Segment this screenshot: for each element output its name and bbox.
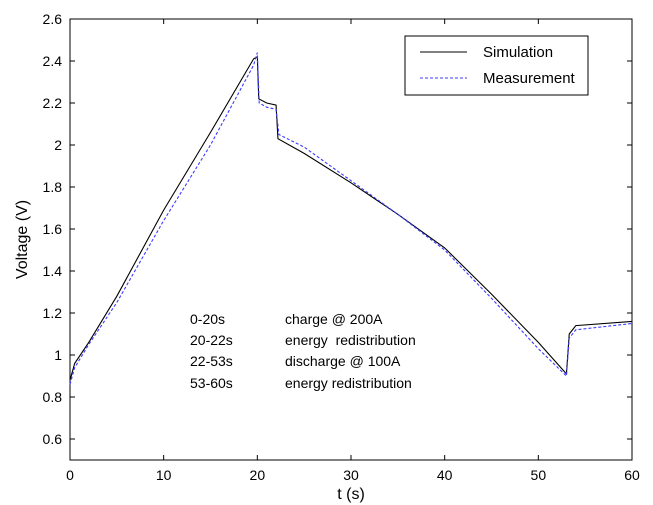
- annotation-range-4: 53-60s: [190, 375, 233, 391]
- legend: Simulation Measurement: [404, 35, 589, 96]
- annotation-range-1: 0-20s: [190, 311, 225, 327]
- y-tick-label: 2.4: [43, 53, 63, 69]
- x-axis-ticks: 0 10 20 30 40 50 60: [66, 19, 640, 483]
- legend-box: [404, 35, 589, 96]
- series-line-measurement: [69, 52, 633, 385]
- x-tick-label: 50: [531, 467, 547, 483]
- y-axis-label: Voltage (V): [14, 200, 31, 279]
- series-line-simulation: [69, 55, 633, 381]
- x-tick-label: 60: [624, 467, 640, 483]
- annotation-text-3: discharge @ 100A: [285, 353, 401, 369]
- annotation-text-2: energy redistribution: [285, 332, 416, 348]
- x-tick-label: 30: [343, 467, 359, 483]
- y-tick-label: 1.8: [43, 179, 63, 195]
- y-tick-label: 2.6: [43, 11, 63, 27]
- y-tick-label: 2.2: [43, 95, 63, 111]
- y-tick-label: 1: [54, 347, 62, 363]
- legend-label-simulation: Simulation: [483, 44, 553, 61]
- annotation-range-2: 20-22s: [190, 332, 233, 348]
- annotation-text-4: energy redistribution: [285, 375, 412, 391]
- legend-label-measurement: Measurement: [483, 70, 576, 87]
- x-axis-label: t (s): [337, 486, 365, 503]
- y-tick-label: 1.6: [43, 221, 63, 237]
- series-layer: [69, 52, 633, 385]
- x-tick-label: 0: [66, 467, 74, 483]
- x-tick-label: 40: [437, 467, 453, 483]
- y-tick-label: 0.8: [43, 389, 63, 405]
- annotation-block: 0-20s charge @ 200A 20-22s energy redist…: [190, 311, 416, 391]
- y-tick-label: 1.2: [43, 305, 63, 321]
- x-tick-label: 10: [156, 467, 172, 483]
- y-tick-label: 1.4: [43, 263, 63, 279]
- y-tick-label: 0.6: [43, 431, 63, 447]
- annotation-range-3: 22-53s: [190, 353, 233, 369]
- y-tick-label: 2: [54, 137, 62, 153]
- y-axis-ticks: 0.6 0.8 1 1.2 1.4 1.6 1.8 2 2.2 2.4 2.6: [43, 11, 632, 447]
- annotation-text-1: charge @ 200A: [285, 311, 383, 327]
- x-tick-label: 20: [250, 467, 266, 483]
